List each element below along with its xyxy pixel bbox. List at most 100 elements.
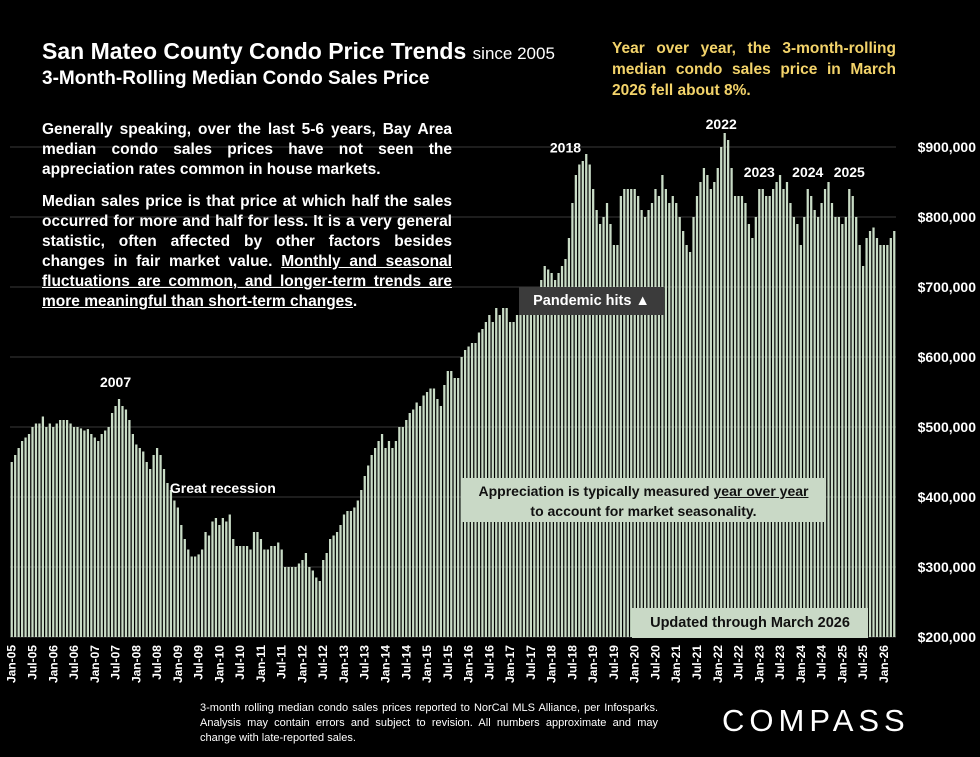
x-tick-label: Jan-12 <box>295 645 309 683</box>
bar <box>799 245 802 637</box>
y-tick-label: $900,000 <box>918 139 977 155</box>
bar <box>325 553 328 637</box>
bar <box>457 378 460 637</box>
bar <box>844 217 847 637</box>
bar <box>360 490 363 637</box>
y-tick-label: $200,000 <box>918 629 977 645</box>
bar <box>41 416 45 637</box>
x-tick-label: Jul-06 <box>67 645 81 680</box>
bar <box>837 217 841 637</box>
bar <box>882 245 886 637</box>
bar <box>868 231 872 637</box>
bar <box>155 448 159 637</box>
bar <box>266 549 269 637</box>
x-tick-label: Jul-23 <box>773 645 787 680</box>
bar <box>38 423 41 637</box>
annotation-label: 2018 <box>550 140 581 156</box>
bar <box>688 252 692 637</box>
x-tick-label: Jul-08 <box>150 645 164 680</box>
bar <box>585 154 588 637</box>
bar <box>100 434 103 637</box>
bar <box>699 182 702 637</box>
bar <box>643 217 647 637</box>
bar <box>384 448 387 637</box>
bar <box>443 385 446 637</box>
bar <box>69 423 72 637</box>
bar <box>650 203 654 637</box>
bar <box>204 532 207 637</box>
x-tick-label: Jan-22 <box>711 645 725 683</box>
bar <box>495 308 498 637</box>
bar <box>848 189 851 637</box>
bar <box>626 189 629 637</box>
annotation-label: 2025 <box>834 164 865 180</box>
bar <box>124 409 128 637</box>
bar <box>765 196 768 637</box>
x-tick-label: Jul-13 <box>358 645 372 680</box>
bar <box>339 525 342 637</box>
bar <box>277 542 280 637</box>
updated-label: Updated through March 2026 <box>632 608 868 638</box>
bar <box>550 273 553 637</box>
bar <box>10 462 13 637</box>
bar <box>720 147 723 637</box>
bar <box>131 434 134 637</box>
bar <box>79 428 83 637</box>
bar <box>62 420 65 637</box>
appreciation-note: Appreciation is typically measured year … <box>461 478 826 522</box>
bar <box>263 549 266 637</box>
bar <box>17 448 20 637</box>
bar <box>31 427 34 637</box>
bar <box>349 511 353 637</box>
x-tick-label: Jan-05 <box>5 645 19 683</box>
bar <box>415 402 418 637</box>
bar <box>308 567 311 637</box>
bar <box>422 395 425 637</box>
bar <box>775 182 778 637</box>
bar <box>578 164 581 637</box>
bar <box>114 406 117 637</box>
bar <box>630 189 633 637</box>
bar <box>733 196 737 637</box>
bar <box>398 427 401 637</box>
bar <box>823 189 827 637</box>
bar <box>284 567 287 637</box>
bar <box>702 168 706 637</box>
bar <box>675 203 678 637</box>
x-tick-label: Jul-19 <box>607 645 621 680</box>
x-tick-label: Jul-17 <box>524 645 538 680</box>
bar <box>214 518 218 637</box>
bar <box>256 532 259 637</box>
bar <box>190 556 193 637</box>
bar <box>813 210 816 637</box>
bar <box>387 441 391 637</box>
bar <box>117 399 121 637</box>
bar <box>55 423 58 637</box>
bar <box>187 549 190 637</box>
bar <box>678 217 681 637</box>
bar <box>159 455 162 637</box>
bar <box>737 196 740 637</box>
x-tick-label: Jan-23 <box>752 645 766 683</box>
bar <box>609 224 612 637</box>
bar <box>796 224 799 637</box>
x-tick-label: Jul-21 <box>690 645 704 680</box>
bar <box>239 546 242 637</box>
bar <box>315 577 318 637</box>
bar <box>782 189 785 637</box>
bar <box>194 556 197 637</box>
bar <box>661 175 664 637</box>
bar <box>709 189 712 637</box>
bar <box>135 444 138 637</box>
bar <box>657 196 661 637</box>
bar <box>761 189 764 637</box>
bar <box>893 231 896 637</box>
bar <box>647 210 650 637</box>
bar <box>595 210 598 637</box>
x-tick-label: Jul-10 <box>233 645 247 680</box>
bar <box>27 434 31 637</box>
bar <box>65 420 69 637</box>
bar <box>90 434 93 637</box>
x-tick-label: Jul-09 <box>192 645 206 680</box>
bar <box>52 427 55 637</box>
